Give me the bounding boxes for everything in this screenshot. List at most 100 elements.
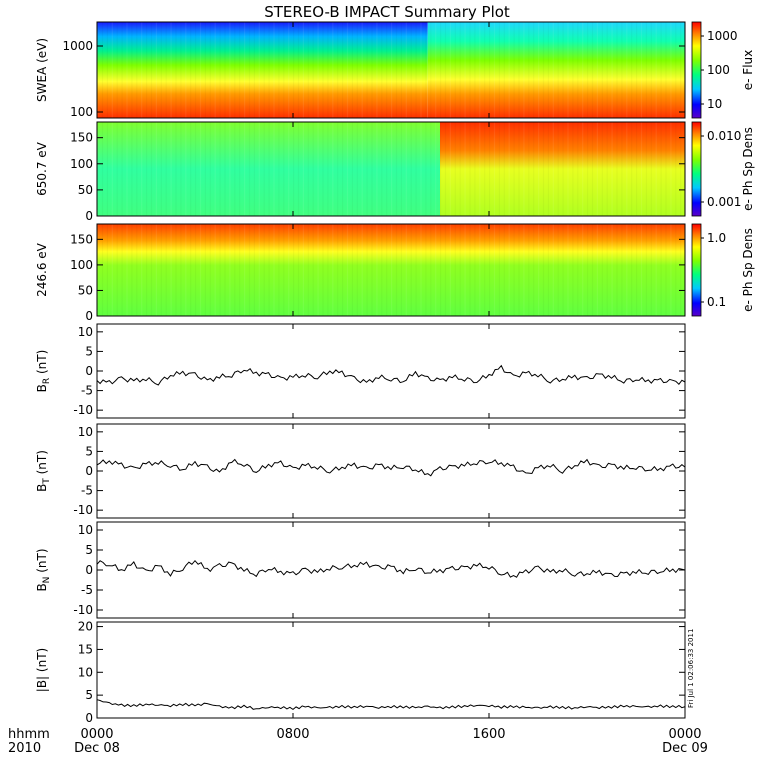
spectrogram-streak xyxy=(97,224,99,316)
spectrogram-streak xyxy=(661,122,662,216)
spectrogram-streak xyxy=(269,224,270,316)
spectrogram-streak xyxy=(357,22,358,118)
spectrogram-streak xyxy=(670,22,672,118)
panel-frame xyxy=(96,21,686,119)
y-axis-label: BT (nT) xyxy=(35,450,52,492)
spectrogram-streak xyxy=(111,22,113,118)
spectrogram-streak xyxy=(278,22,279,118)
y-tick-label: -5 xyxy=(81,583,93,597)
spectrogram-streak xyxy=(405,122,407,216)
y-tick-label: 100 xyxy=(70,157,93,171)
spectrogram-streak xyxy=(675,224,676,316)
spectrogram-streak xyxy=(180,122,181,216)
spectrogram-streak xyxy=(141,122,143,216)
spectrogram-streak xyxy=(572,22,573,118)
spectrogram-streak xyxy=(170,224,172,316)
spectrogram-streak xyxy=(239,22,240,118)
spectrogram-streak xyxy=(313,122,314,216)
spectrogram-streak xyxy=(435,224,437,316)
spectrogram-streak xyxy=(332,122,334,216)
x-tick-label: 0000 xyxy=(80,727,113,742)
spectrogram-streak xyxy=(504,122,505,216)
spectrogram-streak xyxy=(269,122,270,216)
panel-frame xyxy=(96,621,686,719)
spectrogram-streak xyxy=(435,122,437,216)
spectrogram-streak xyxy=(469,22,470,118)
spectrogram-streak xyxy=(552,224,554,316)
timestamp-note: Fri Jul 1 02:06:33 2011 xyxy=(687,629,695,708)
spectrogram-fill xyxy=(97,224,685,316)
spectrogram-streak xyxy=(646,224,647,316)
spectrogram-streak xyxy=(146,224,147,316)
spectrogram-streak xyxy=(631,22,632,118)
spectrogram-streak xyxy=(636,224,637,316)
spectrogram-streak xyxy=(199,22,202,118)
spectrogram-fill xyxy=(97,122,440,216)
spectrogram-streak xyxy=(317,122,319,216)
spectrogram-streak xyxy=(420,122,422,216)
spectrogram-streak xyxy=(602,122,603,216)
spectrogram-streak xyxy=(469,122,470,216)
spectrogram-streak xyxy=(577,224,578,316)
spectrogram-streak xyxy=(342,22,343,118)
spectrogram-streak xyxy=(464,22,466,118)
spectrogram-streak xyxy=(175,122,176,216)
spectrogram-streak xyxy=(607,22,608,118)
spectrogram-streak xyxy=(229,22,231,118)
spectrogram-streak xyxy=(357,224,358,316)
spectrogram-streak xyxy=(146,22,147,118)
spectrogram-streak xyxy=(587,224,588,316)
x-axis-label-line1: hhmm xyxy=(8,727,50,742)
spectrogram-streak xyxy=(273,224,275,316)
spectrogram-streak xyxy=(626,122,628,216)
spectrogram-streak xyxy=(607,122,608,216)
spectrogram-streak xyxy=(298,224,299,316)
spectrogram-streak xyxy=(195,224,196,316)
spectrogram-streak xyxy=(136,224,137,316)
spectrogram-streak xyxy=(640,224,643,316)
spectrogram-streak xyxy=(352,122,353,216)
spectrogram-streak xyxy=(332,224,334,316)
spectrogram-streak xyxy=(411,22,412,118)
spectrogram-streak xyxy=(322,224,323,316)
spectrogram-streak xyxy=(352,224,353,316)
spectrogram-streak xyxy=(391,122,393,216)
spectrogram-streak xyxy=(249,22,250,118)
spectrogram-streak xyxy=(445,22,446,118)
spectrogram-streak xyxy=(102,122,103,216)
x-axis-label-line2: 2010 xyxy=(8,741,41,756)
spectrogram-streak xyxy=(514,122,515,216)
spectrogram-streak xyxy=(587,122,588,216)
spectrogram-streak xyxy=(548,122,549,216)
spectrogram-streak xyxy=(117,122,118,216)
spectrogram-streak xyxy=(234,122,235,216)
spectrogram-streak xyxy=(278,122,279,216)
spectrogram-streak xyxy=(552,122,554,216)
spectrogram-streak xyxy=(567,22,569,118)
y-axis-label: |B| (nT) xyxy=(35,648,49,692)
spectrogram-streak xyxy=(131,224,132,316)
spectrogram-streak xyxy=(234,22,235,118)
spectrogram-streak xyxy=(508,22,510,118)
y-tick-label: 0 xyxy=(85,464,93,478)
spectrogram-streak xyxy=(401,22,402,118)
spectrogram-streak xyxy=(342,122,343,216)
spectrogram-streak xyxy=(518,22,519,118)
spectrogram-streak xyxy=(155,122,157,216)
series-line-BT xyxy=(96,458,686,477)
spectrogram-streak xyxy=(523,122,525,216)
y-tick-label: -5 xyxy=(81,484,93,498)
spectrogram-streak xyxy=(269,22,270,118)
spectrogram-streak xyxy=(499,122,500,216)
spectrogram-streak xyxy=(621,22,622,118)
spectrogram-streak xyxy=(278,224,279,316)
spectrogram-streak xyxy=(445,122,446,216)
spectrogram-streak xyxy=(592,122,593,216)
spectrogram-streak xyxy=(474,22,475,118)
spectrogram-streak xyxy=(249,224,250,316)
spectrogram-streak xyxy=(401,224,402,316)
spectrogram-streak xyxy=(405,22,407,118)
spectrogram-streak xyxy=(558,22,559,118)
spectrogram-streak xyxy=(190,224,191,316)
